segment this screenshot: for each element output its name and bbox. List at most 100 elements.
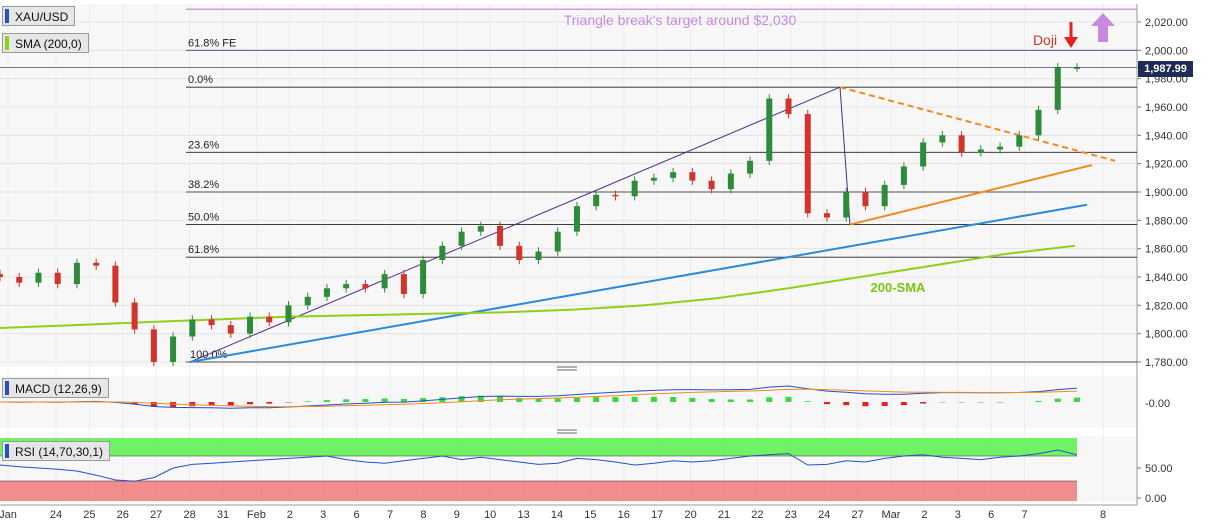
rsi-oversold-zone [0,481,1077,501]
candle [862,192,869,207]
candle [1074,67,1080,69]
macd-histogram-bar [208,402,215,406]
macd-histogram-bar [150,402,157,407]
candle [631,180,638,197]
candle [900,166,907,185]
sma-200-label: 200-SMA [871,280,927,295]
rsi-zones [0,438,1077,501]
macd-histogram-bar [497,396,504,402]
y-tick-label: 1,800.00 [1145,329,1188,341]
rsi-legend[interactable]: RSI (14,70,30,1) [2,441,111,461]
macd-histogram-bar [266,402,273,404]
sma-legend[interactable]: SMA (200,0) [2,33,89,53]
macd-histogram-bar [766,397,773,402]
macd-histogram-bar [920,402,927,404]
macd-histogram-bar [1035,400,1042,402]
grid [0,4,1137,502]
macd-histogram-bar [843,402,850,406]
x-tick-label: 16 [618,509,630,521]
macd-histogram-bar [573,397,580,402]
candle [881,184,888,207]
candle [650,177,657,181]
macd-histogram-bar [631,396,638,402]
last-price-tag: 1,987.99 [1138,61,1193,77]
candle [997,146,1004,150]
candle [785,98,792,115]
rsi-indicator [0,449,1078,482]
symbol-legend[interactable]: XAU/USD [2,6,76,26]
candle [612,194,619,197]
macd-histogram-bar [477,395,484,402]
candle [208,319,215,326]
x-tick-label: 31 [217,509,229,521]
rsi-color-swatch [5,444,9,458]
candle [0,274,3,277]
x-tick-label: 27 [150,509,162,521]
candle [381,274,388,289]
x-tick-label: 23 [785,509,797,521]
candle [939,135,946,143]
x-tick-label: 21 [718,509,730,521]
macd-histogram-bar [458,396,465,402]
candle [150,329,157,362]
x-tick-label: 2 [921,509,927,521]
doji-annotation: Doji [1033,32,1057,48]
triangle-support-line [849,164,1093,226]
candle [516,245,523,260]
candles [0,63,1080,367]
candle [285,305,292,323]
candle [266,316,273,323]
rsi-y-tick-label: 50.00 [1145,463,1173,475]
fib-label: 0.0% [188,74,213,86]
macd-histogram-bar [823,402,830,405]
macd-histogram-bar [381,398,388,402]
y-tick-label: 1,920.00 [1145,159,1188,171]
candle [227,325,234,334]
candle [247,316,254,334]
macd-histogram-bar [747,399,754,402]
x-axis-ticks: Jan 24 25 26 27 28 31 Feb 2 3 6 7 8 9 10 13 14 15 16 17 20 21… [0,509,1106,521]
candle [727,173,734,190]
rsi-y-tick-label: 0.00 [1145,493,1166,505]
macd-histogram-bar [804,401,811,402]
sma-color-swatch [5,36,9,50]
x-tick-label: 3 [320,509,326,521]
macd-legend[interactable]: MACD (12,26,9) [2,378,109,398]
macd-histogram-bar [862,402,869,407]
candle [708,180,715,190]
macd-histogram-bar [516,397,523,402]
candle [593,194,600,207]
macd-histogram-bar [612,397,619,402]
rsi-overbought-zone [0,438,1077,456]
macd-y-tick-label: -0.00 [1145,398,1170,410]
rsi-label: RSI (14,70,30,1) [15,445,104,459]
candle [54,272,61,285]
doji-down-arrow-icon [1064,22,1078,48]
fib-label: 23.6% [188,139,219,151]
macd-resize-handle[interactable] [557,366,577,371]
macd-histogram-bar [400,398,407,402]
y-tick-label: 1,820.00 [1145,300,1188,312]
macd-histogram-bar [323,400,330,402]
macd-histogram-bar [689,397,696,402]
y-tick-label: 1,960.00 [1145,102,1188,114]
candle [689,172,696,181]
macd-line [0,385,1078,409]
y-tick-label: 2,020.00 [1145,17,1188,29]
y-tick-label: 2,000.00 [1145,45,1188,57]
x-tick-label: 7 [1022,509,1028,521]
symbol-label: XAU/USD [15,10,69,24]
x-tick-label: 24 [818,509,830,521]
y-axis-ticks: 2,020.002,000.001,980.001,960.001,940.00… [1137,17,1188,505]
x-tick-label: 25 [83,509,95,521]
candle [73,262,80,285]
x-tick-label: 26 [117,509,129,521]
support-trend-line [189,203,1088,363]
candle [189,319,196,337]
rsi-line [0,449,1078,482]
y-tick-label: 1,880.00 [1145,215,1188,227]
candle [323,288,330,297]
x-tick-label: 8 [1100,509,1106,521]
rsi-resize-handle[interactable] [557,429,577,434]
candle [16,277,23,283]
